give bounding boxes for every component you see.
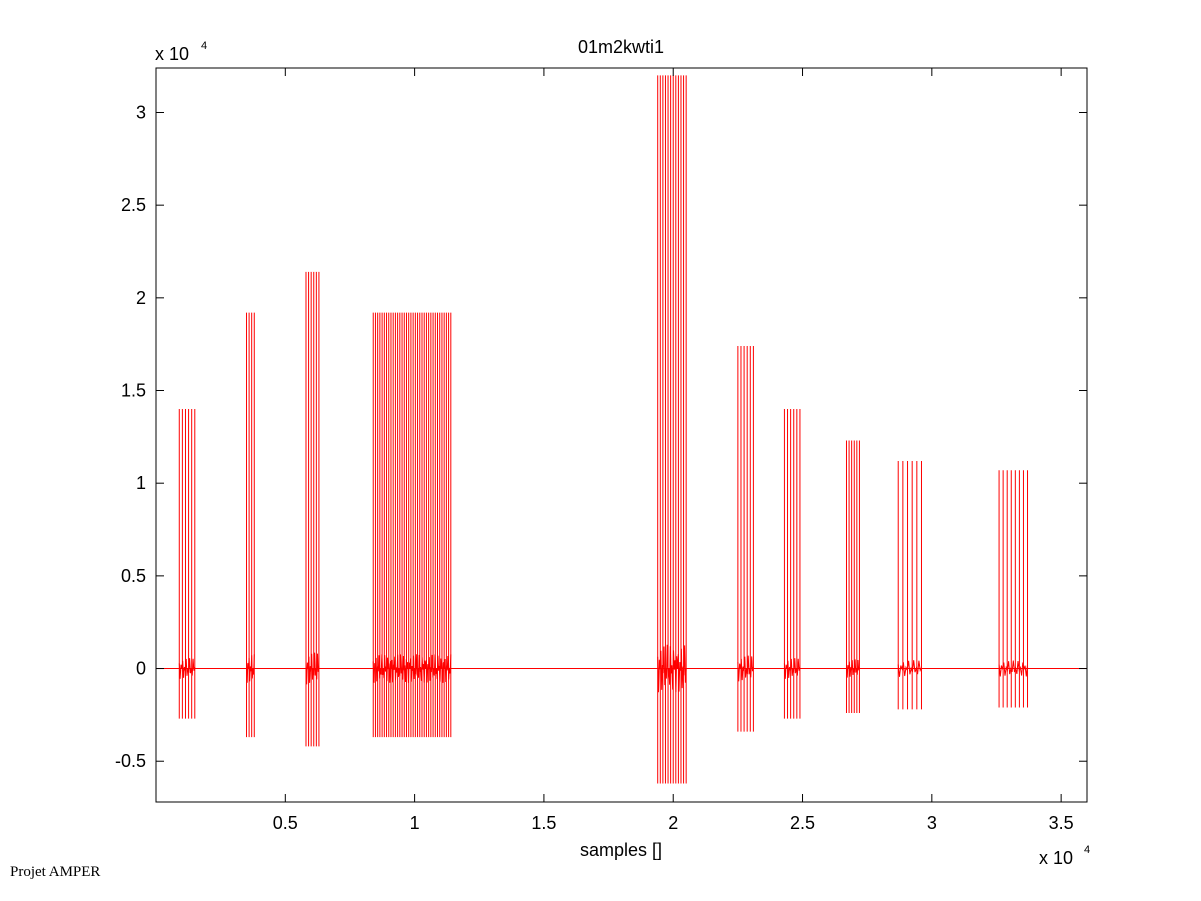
x-exponent-base: x 10: [1039, 848, 1073, 868]
x-ticks: 0.5 1 1.5 2 2.5 3 3.5: [273, 68, 1074, 833]
y-tick-label: 2.5: [121, 195, 146, 215]
series-wiggle: [246, 654, 255, 683]
plot-marks: [156, 75, 1087, 784]
series-wiggle: [846, 659, 860, 678]
y-exponent-power: 4: [201, 40, 207, 52]
x-tick-label: 1.5: [531, 813, 556, 833]
x-tick-label: 3.5: [1049, 813, 1074, 833]
x-exponent-label: x 10 4: [1039, 844, 1090, 868]
x-exponent-power: 4: [1084, 844, 1090, 856]
x-tick-label: 0.5: [273, 813, 298, 833]
svg-text:x 10: x 10: [155, 44, 189, 64]
y-exponent-label: x 10 4: [155, 40, 207, 64]
svg-text:x 10: x 10: [1039, 848, 1073, 868]
x-tick-label: 2: [668, 813, 678, 833]
y-tick-label: 0.5: [121, 566, 146, 586]
y-tick-label: 1: [136, 473, 146, 493]
y-tick-label: 2: [136, 288, 146, 308]
series-wiggle: [657, 644, 687, 693]
series-wiggle: [305, 652, 320, 685]
footer-credit: Projet AMPER: [10, 864, 101, 880]
series-wiggle: [372, 654, 452, 683]
plot-frame: [155, 67, 1088, 803]
x-tick-label: 2.5: [790, 813, 815, 833]
series-wiggle: [737, 655, 754, 682]
y-exponent-base: x 10: [155, 44, 189, 64]
y-ticks: -0.5 0 0.5 1 1.5 2 2.5 3: [115, 102, 1087, 771]
x-tick-label: 3: [927, 813, 937, 833]
x-axis-label: samples []: [580, 840, 662, 860]
series-wiggle: [897, 660, 922, 677]
series-wiggle: [998, 660, 1028, 677]
y-tick-label: 1.5: [121, 381, 146, 401]
x-tick-label: 1: [410, 813, 420, 833]
chart-title: 01m2kwti1: [578, 37, 664, 57]
y-tick-label: 0: [136, 659, 146, 679]
y-tick-label: 3: [136, 102, 146, 122]
series-wiggle: [178, 658, 196, 679]
series-wiggle: [783, 658, 801, 679]
y-tick-label: -0.5: [115, 751, 146, 771]
